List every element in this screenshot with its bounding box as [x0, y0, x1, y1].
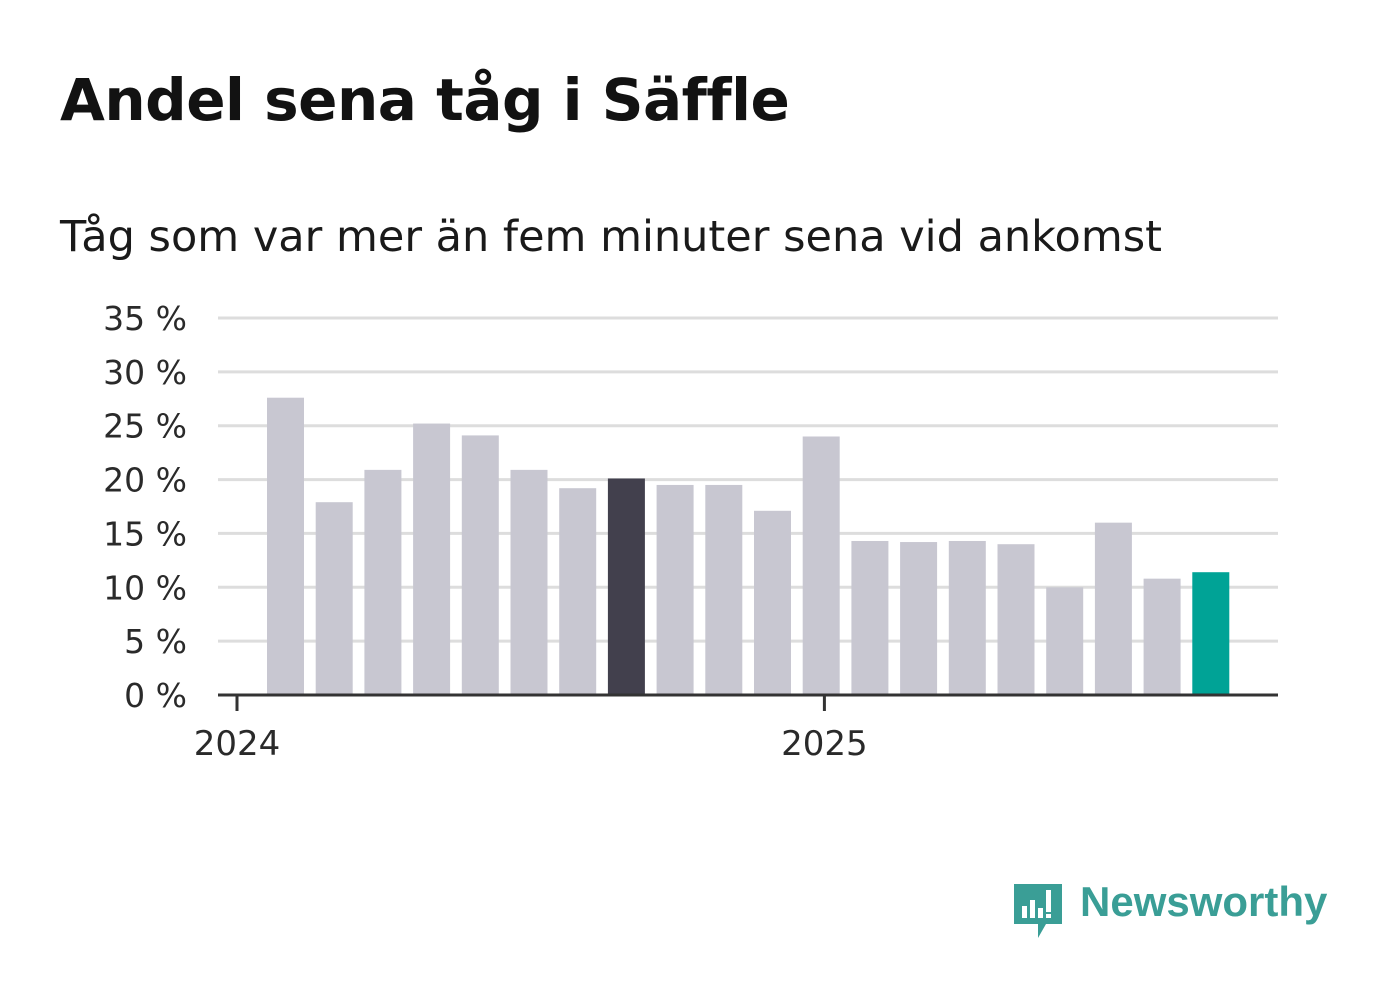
y-tick-label: 35 %: [103, 299, 187, 338]
bar-2024-04: [413, 423, 451, 695]
bar-2024-11: [754, 510, 791, 695]
y-tick-label: 0 %: [124, 676, 187, 715]
bar-2024-06: [510, 469, 548, 695]
bar-2025-01: [851, 540, 889, 695]
bar-2025-05: [1046, 587, 1084, 695]
x-tick-label-2024: 2024: [194, 724, 281, 764]
y-axis-tick-labels: 0 % 5 % 10 % 15 % 20 % 25 % 30 % 35 %: [103, 299, 187, 715]
bar-2024-02: [315, 502, 353, 695]
chart-title: Andel sena tåg i Säffle: [60, 66, 790, 134]
bar-2024-09: [656, 484, 694, 695]
y-tick-label: 20 %: [103, 461, 187, 500]
newsworthy-logo-icon: [1014, 884, 1062, 938]
x-axis-tick-labels: 2024 2025: [194, 695, 868, 764]
bar-2025-08: [1192, 572, 1230, 695]
y-tick-label: 25 %: [103, 407, 187, 446]
bar-2024-08: [607, 478, 645, 695]
brand-name: Newsworthy: [1080, 878, 1328, 925]
y-tick-label: 30 %: [103, 353, 187, 392]
bar-2025-06: [1094, 522, 1132, 695]
bar-2025-03: [948, 540, 986, 695]
x-tick-label-2025: 2025: [781, 724, 868, 764]
y-tick-label: 10 %: [103, 568, 187, 607]
y-tick-label: 5 %: [124, 622, 187, 661]
bar-2024-12: [802, 436, 840, 695]
bar-2024-07: [559, 488, 597, 695]
bars: [267, 397, 1230, 695]
bar-2024-01: [267, 397, 304, 695]
newsworthy-logo: Newsworthy: [1010, 878, 1327, 942]
bar-2024-10: [705, 484, 743, 695]
y-tick-label: 15 %: [103, 514, 187, 553]
bar-2025-07: [1143, 578, 1181, 695]
bar-2024-05: [461, 435, 499, 695]
chart-subtitle: Tåg som var mer än fem minuter sena vid …: [60, 212, 1163, 262]
bar-2025-04: [997, 544, 1035, 695]
bar-2024-03: [364, 469, 402, 695]
bar-2025-02: [900, 542, 938, 695]
